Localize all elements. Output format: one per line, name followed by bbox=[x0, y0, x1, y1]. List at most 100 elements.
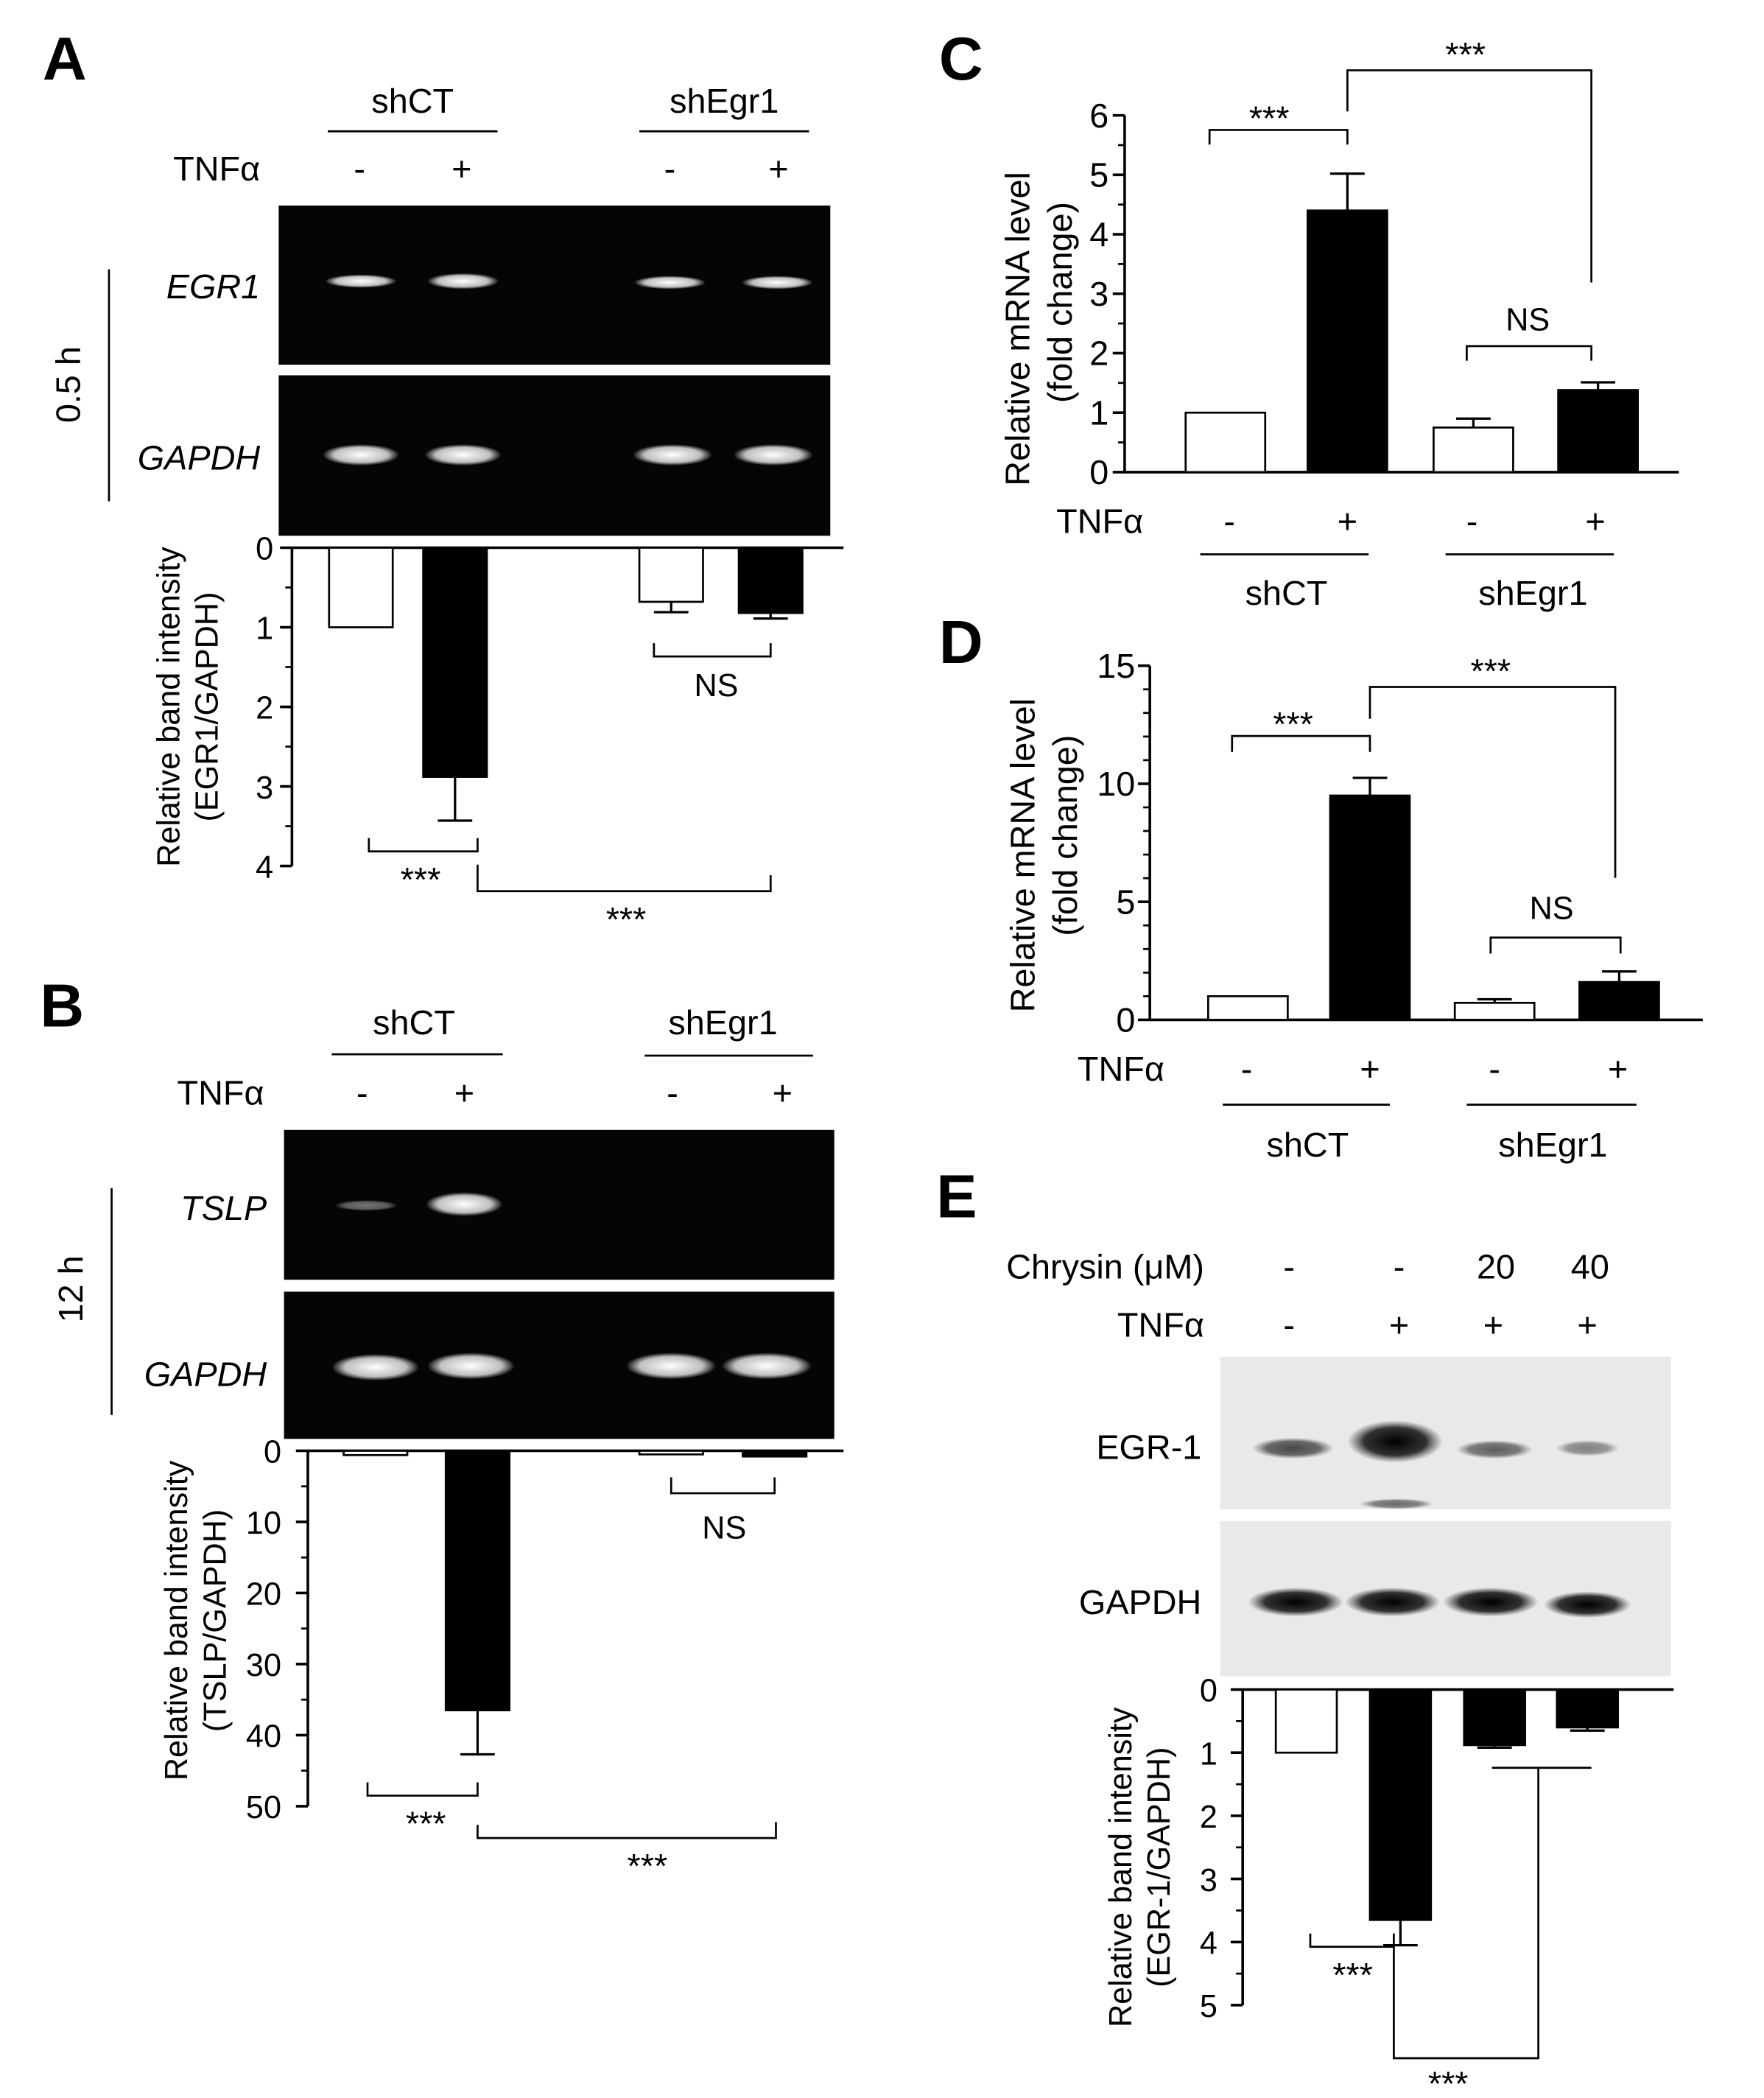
panel-b-gel-gapdh-bands bbox=[331, 1353, 812, 1381]
panel-b-sig-3: NS bbox=[702, 1510, 746, 1546]
panel-b-tnf-label: TNFα bbox=[178, 1074, 264, 1112]
panel-b-plot: 0 10 20 30 40 50 bbox=[246, 1435, 844, 1825]
panel-d-sig-bracket-2 bbox=[1368, 686, 1617, 878]
y-tick-label: 15 bbox=[1097, 647, 1135, 685]
panel-d: D Relative mRNA level (fold change) 0 5 10… bbox=[939, 608, 1703, 1164]
panel-a-sig-bracket-1 bbox=[368, 838, 479, 853]
panel-e-letter: E bbox=[936, 1162, 977, 1231]
y-tick-label: 2 bbox=[1089, 334, 1108, 373]
panel-e-ylabel-line2: (EGR-1/GAPDH) bbox=[1142, 1747, 1177, 1988]
panel-a-sign-3: - bbox=[664, 150, 676, 188]
panel-d-sign-2: + bbox=[1360, 1050, 1380, 1088]
y-tick-label: 1 bbox=[1200, 1736, 1217, 1772]
bar bbox=[444, 1450, 510, 1712]
panel-c-sign-3: - bbox=[1466, 502, 1478, 541]
panel-b-time-label: 12 h bbox=[52, 1255, 90, 1322]
panel-b-sig-bracket-1 bbox=[366, 1782, 479, 1797]
panel-c-plot: 0 1 2 3 4 5 6 bbox=[1089, 97, 1679, 491]
blot-band bbox=[1344, 1587, 1441, 1617]
panel-a-plot: 0 1 2 3 4 bbox=[256, 532, 844, 885]
panel-e-sig-2: *** bbox=[1428, 2064, 1469, 2098]
panel-e-blot-label-gapdh: GAPDH bbox=[1079, 1583, 1201, 1621]
y-tick-label: 3 bbox=[256, 771, 273, 806]
panel-b-sig-bracket-3 bbox=[670, 1477, 776, 1495]
panel-d-sign-1: - bbox=[1241, 1050, 1253, 1088]
panel-a-group-shegr1: shEgr1 bbox=[670, 82, 779, 120]
y-tick-label: 4 bbox=[1200, 1926, 1217, 1961]
panel-d-group-shct: shCT bbox=[1266, 1126, 1349, 1164]
panel-e-chrysin-4: 40 bbox=[1571, 1247, 1609, 1285]
gel-band bbox=[741, 276, 813, 290]
panel-c-sig-bracket-2 bbox=[1346, 69, 1592, 283]
panel-c-ylabel-line2: (fold change) bbox=[1041, 202, 1079, 403]
gel-band bbox=[331, 1354, 420, 1381]
panel-e-sign-4: + bbox=[1578, 1306, 1598, 1344]
blot-band bbox=[1443, 1587, 1539, 1617]
panel-b-gel-label-tslp: TSLP bbox=[180, 1189, 267, 1227]
panel-e-sign-1: - bbox=[1283, 1306, 1295, 1344]
panel-e-ylabel-line1: Relative band intensity bbox=[1103, 1707, 1139, 2027]
y-tick-label: 2 bbox=[1200, 1800, 1217, 1835]
panel-e-blot-label-egr1: EGR-1 bbox=[1096, 1428, 1201, 1466]
panel-a-sig-1: *** bbox=[401, 860, 441, 899]
panel-b-gel-label-gapdh: GAPDH bbox=[144, 1355, 267, 1393]
panel-b-gel-tslp-bands bbox=[334, 1192, 503, 1216]
y-tick-label: 40 bbox=[246, 1719, 281, 1755]
panel-b-sign-2: + bbox=[454, 1074, 474, 1112]
bar bbox=[1274, 1688, 1338, 1754]
panel-c-letter: C bbox=[939, 24, 983, 93]
y-tick-label: 20 bbox=[246, 1577, 281, 1613]
panel-e-chrysin-2: - bbox=[1394, 1247, 1405, 1285]
panel-b-sig-2: *** bbox=[628, 1847, 668, 1885]
panel-b-sign-1: - bbox=[356, 1074, 368, 1112]
y-tick-label: 5 bbox=[1089, 156, 1108, 194]
panel-d-ylabel-line1: Relative mRNA level bbox=[1004, 698, 1042, 1013]
gel-band bbox=[427, 273, 499, 290]
panel-a-sign-2: + bbox=[451, 150, 471, 188]
panel-b-group-shct: shCT bbox=[373, 1003, 455, 1042]
panel-a-sign-1: - bbox=[354, 150, 365, 188]
bar bbox=[1453, 1001, 1536, 1021]
panel-a-sign-4: + bbox=[768, 150, 788, 188]
panel-a-time-label: 0.5 h bbox=[49, 346, 87, 423]
panel-d-sign-3: - bbox=[1489, 1050, 1500, 1088]
panel-a-group-shct: shCT bbox=[371, 82, 454, 120]
panel-a-sig-bracket-3 bbox=[653, 643, 772, 658]
panel-e-sig-1: *** bbox=[1332, 1956, 1373, 1994]
bar bbox=[328, 547, 394, 628]
gel-band bbox=[426, 1192, 503, 1216]
panel-c-sign-2: + bbox=[1338, 502, 1357, 541]
panel-a: A shCT shEgr1 TNFα - + - + EGR1 GAPDH 0.… bbox=[43, 24, 844, 939]
panel-a-tnf-label: TNFα bbox=[173, 150, 260, 188]
bar bbox=[1368, 1688, 1433, 1921]
blot-band bbox=[1359, 1498, 1434, 1509]
panel-c-tnf-label: TNFα bbox=[1056, 502, 1143, 541]
panel-a-sig-2: *** bbox=[606, 900, 647, 939]
panel-a-ylabel-line1: Relative band intensity bbox=[151, 547, 186, 867]
gel-band bbox=[322, 444, 400, 466]
panel-c-group-shct: shCT bbox=[1245, 574, 1328, 612]
y-tick-label: 10 bbox=[246, 1506, 281, 1541]
panel-e-plot: 0 1 2 3 4 5 bbox=[1200, 1674, 1674, 2024]
y-tick-label: 6 bbox=[1089, 97, 1108, 135]
y-tick-label: 2 bbox=[256, 691, 273, 726]
panel-c-group-shegr1: shEgr1 bbox=[1478, 574, 1587, 612]
y-tick-label: 1 bbox=[256, 611, 273, 647]
y-tick-label: 5 bbox=[1200, 1989, 1217, 2024]
bar bbox=[1556, 1688, 1619, 1729]
gel-band bbox=[427, 1353, 515, 1380]
panel-d-tnf-label: TNFα bbox=[1078, 1050, 1164, 1088]
panel-b-ylabel-line2: (TSLP/GAPDH) bbox=[197, 1509, 233, 1732]
y-tick-label: 1 bbox=[1089, 393, 1108, 432]
panel-c-sign-4: + bbox=[1585, 502, 1605, 541]
panel-b-sig-1: *** bbox=[406, 1805, 446, 1843]
panel-b-sign-3: - bbox=[667, 1074, 678, 1112]
blot-band bbox=[1251, 1437, 1335, 1459]
gel-band bbox=[633, 276, 706, 290]
blot-band bbox=[1248, 1587, 1343, 1617]
gel-band bbox=[626, 1353, 717, 1380]
bar bbox=[1463, 1688, 1526, 1747]
y-tick-label: 3 bbox=[1200, 1863, 1217, 1898]
panel-d-sig-bracket-1 bbox=[1231, 734, 1371, 752]
